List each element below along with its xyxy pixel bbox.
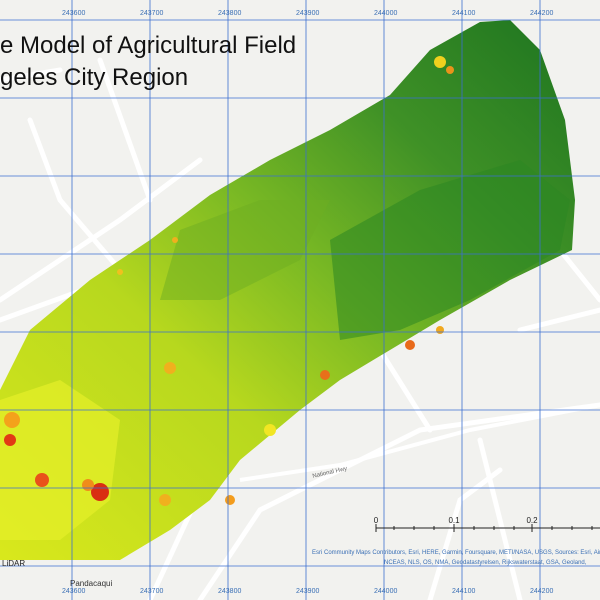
grid-label-top: 243900	[296, 10, 320, 17]
map-title: e Model of Agricultural Field geles City…	[0, 30, 296, 94]
map-title-line-2: geles City Region	[0, 64, 189, 91]
attribution-line-1: Esri Community Maps Contributors, Esri, …	[312, 550, 600, 556]
data-source-label: LiDAR	[2, 559, 26, 568]
grid-label-bottom: 243600	[62, 588, 86, 595]
grid-label-top: 244200	[530, 10, 554, 17]
grid-label-top: 244000	[374, 10, 398, 17]
grid-label-bottom: 244200	[530, 588, 554, 595]
grid-label-top: 243600	[62, 10, 86, 17]
grid-label-top: 244100	[452, 10, 476, 17]
elevation-field	[0, 20, 575, 560]
place-label: Pandacaqui	[70, 579, 113, 588]
grid-label-bottom: 244000	[374, 588, 398, 595]
scale-tick-label: 0.1	[448, 516, 460, 525]
scale-tick-label: 0	[373, 516, 379, 525]
scale-tick-label: 0.2	[526, 516, 538, 525]
attribution-line-2: NCEAS, NLS, OS, NMA, Geodatastyrelsen, R…	[384, 560, 587, 566]
national-highway	[239, 403, 600, 482]
low-elevation-hotspots	[4, 56, 454, 506]
grid-label-bottom: 243800	[218, 588, 242, 595]
grid-label-bottom: 244100	[452, 588, 476, 595]
grid-label-bottom: 243700	[140, 588, 164, 595]
grid-label-top: 243800	[218, 10, 242, 17]
map-attribution: Esri Community Maps Contributors, Esri, …	[312, 548, 600, 568]
grid-label-bottom: 243900	[296, 588, 320, 595]
scale-bar-graphic	[375, 524, 600, 532]
map-title-line-1: e Model of Agricultural Field	[0, 32, 297, 59]
scale-bar: 0 0.1 0.2	[372, 516, 600, 546]
grid-label-top: 243700	[140, 10, 164, 17]
